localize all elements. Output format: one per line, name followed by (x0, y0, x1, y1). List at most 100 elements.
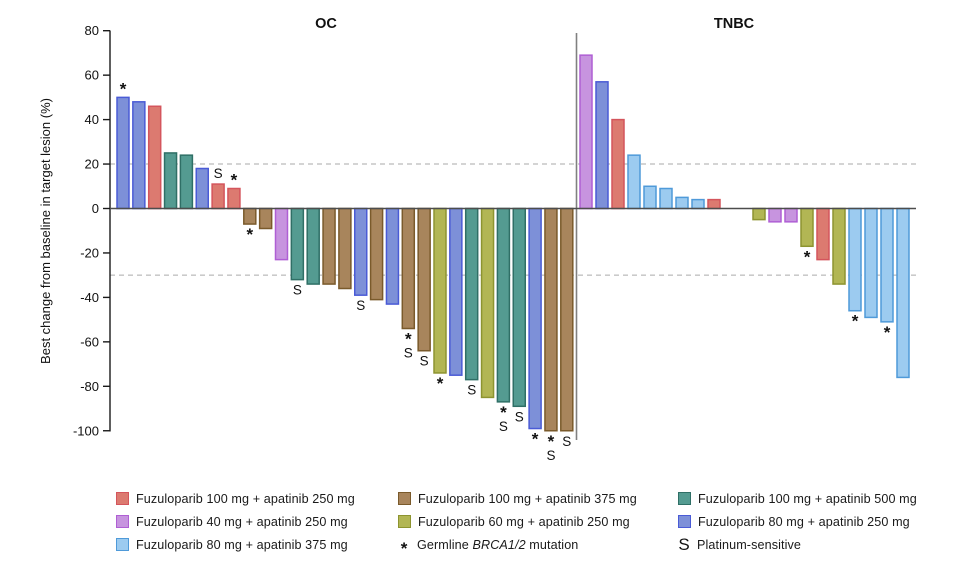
bar-oc-12 (290, 207, 305, 281)
bar-tnbc-9 (707, 198, 721, 210)
legend-swatch-icon (678, 515, 691, 528)
legend-label: Fuzuloparib 80 mg + apatinib 375 mg (136, 537, 348, 552)
legend-swatch-icon (116, 515, 129, 528)
legend-item-platinum: S Platinum-sensitive (678, 533, 917, 556)
bar-oc-7 (211, 183, 225, 210)
bar-oc-14 (322, 207, 336, 285)
y-tick-label: 40 (85, 112, 99, 127)
legend-item-f100a500: Fuzuloparib 100 mg + apatinib 500 mg (678, 487, 917, 510)
platinum-mark: S (467, 383, 476, 398)
legend-item-brca: * Germline BRCA1/2 mutation (398, 533, 637, 558)
platinum-mark: S (515, 409, 524, 424)
bar-oc-2 (132, 101, 146, 210)
legend-label: Platinum-sensitive (697, 537, 801, 552)
bar-tnbc-19 (896, 207, 910, 379)
bar-oc-6 (195, 167, 209, 210)
bar-oc-18 (385, 207, 400, 305)
bar-tnbc-12 (784, 207, 798, 223)
bar-oc-23 (464, 207, 479, 381)
legend-item-f100a375: Fuzuloparib 100 mg + apatinib 375 mg (398, 487, 637, 510)
brca-mark: * (500, 403, 507, 422)
bar-oc-15 (338, 207, 352, 290)
bar-oc-17 (369, 207, 384, 301)
y-tick-label: -60 (80, 334, 99, 349)
legend-label: Fuzuloparib 60 mg + apatinib 250 mg (418, 514, 630, 529)
bar-tnbc-13 (800, 207, 814, 248)
y-axis-label: Best change from baseline in target lesi… (38, 98, 53, 364)
chart-legend: Fuzuloparib 100 mg + apatinib 250 mg Fuzu… (0, 487, 976, 567)
legend-item-f60a250: Fuzuloparib 60 mg + apatinib 250 mg (398, 510, 637, 533)
bar-oc-27 (528, 207, 542, 430)
brca-mark: * (548, 432, 555, 451)
bar-tnbc-3 (611, 118, 625, 210)
legend-column-3: Fuzuloparib 100 mg + apatinib 500 mg Fuzu… (678, 487, 917, 556)
legend-label: Fuzuloparib 40 mg + apatinib 250 mg (136, 514, 348, 529)
brca-mark: * (405, 330, 412, 349)
brca-mark: * (852, 312, 859, 331)
bar-oc-13 (306, 207, 320, 285)
bar-oc-16 (354, 207, 368, 296)
bar-oc-29 (560, 207, 574, 432)
bar-oc-10 (258, 207, 273, 230)
platinum-mark: S (214, 166, 223, 181)
brca-mark: * (532, 430, 539, 449)
y-tick-label: -40 (80, 290, 99, 305)
bar-oc-4 (163, 152, 178, 210)
bar-oc-5 (179, 154, 194, 210)
bar-oc-9 (243, 207, 257, 225)
platinum-mark: S (546, 448, 555, 463)
platinum-mark: S (356, 298, 365, 313)
bar-oc-24 (480, 207, 495, 399)
bar-tnbc-4 (627, 154, 641, 210)
legend-swatch-icon (678, 492, 691, 505)
bar-tnbc-16 (848, 207, 862, 312)
platinum-mark: S (293, 283, 302, 298)
bar-tnbc-8 (691, 198, 705, 210)
platinum-mark: S (562, 434, 571, 449)
waterfall-chart: 80 60 40 20 0 -20 -40 -60 -80 -100 Best change fro… (38, 16, 916, 463)
bar-tnbc-14 (816, 207, 830, 261)
bar-oc-8 (227, 187, 241, 210)
panel-title-TNBC: TNBC (714, 16, 755, 32)
bar-tnbc-7 (675, 196, 689, 210)
bar-tnbc-2 (595, 81, 609, 210)
legend-column-1: Fuzuloparib 100 mg + apatinib 250 mg Fuzu… (116, 487, 355, 556)
legend-swatch-icon (398, 492, 411, 505)
brca-mark: * (804, 247, 811, 266)
legend-item-f80a375: Fuzuloparib 80 mg + apatinib 375 mg (116, 533, 355, 556)
y-tick-label: -80 (80, 379, 99, 394)
platinum-marker-icon: S (678, 535, 690, 554)
bar-oc-26 (512, 207, 526, 408)
legend-label: Germline BRCA1/2 mutation (417, 537, 579, 552)
y-tick-label: 0 (92, 201, 99, 216)
bar-oc-20 (417, 207, 431, 352)
y-tick-label: -100 (73, 423, 99, 438)
legend-label: Fuzuloparib 80 mg + apatinib 250 mg (698, 514, 910, 529)
brca-marker-icon: * (400, 538, 408, 558)
legend-column-2: Fuzuloparib 100 mg + apatinib 375 mg Fuzu… (398, 487, 637, 558)
bar-oc-28 (544, 207, 558, 432)
legend-label: Fuzuloparib 100 mg + apatinib 500 mg (698, 491, 917, 506)
legend-swatch-icon (398, 515, 411, 528)
platinum-mark: S (404, 346, 413, 361)
legend-item-f40a250: Fuzuloparib 40 mg + apatinib 250 mg (116, 510, 355, 533)
bar-oc-22 (449, 207, 463, 376)
bar-oc-25 (496, 207, 511, 403)
bar-oc-3 (147, 105, 162, 210)
legend-swatch-icon (116, 492, 129, 505)
legend-label: Fuzuloparib 100 mg + apatinib 250 mg (136, 491, 355, 506)
brca-mark: * (246, 225, 253, 244)
y-tick-label: -20 (80, 245, 99, 260)
bar-tnbc-1 (579, 54, 593, 210)
bar-tnbc-11 (768, 207, 782, 223)
brca-mark: * (120, 79, 127, 98)
legend-label: Fuzuloparib 100 mg + apatinib 375 mg (418, 491, 637, 506)
bar-tnbc-10 (752, 207, 766, 221)
y-tick-label: 80 (85, 23, 99, 38)
bar-tnbc-5 (643, 185, 657, 210)
legend-swatch-icon (116, 538, 129, 551)
y-tick-label: 60 (85, 68, 99, 83)
platinum-mark: S (420, 354, 429, 369)
bar-oc-1 (116, 96, 130, 210)
